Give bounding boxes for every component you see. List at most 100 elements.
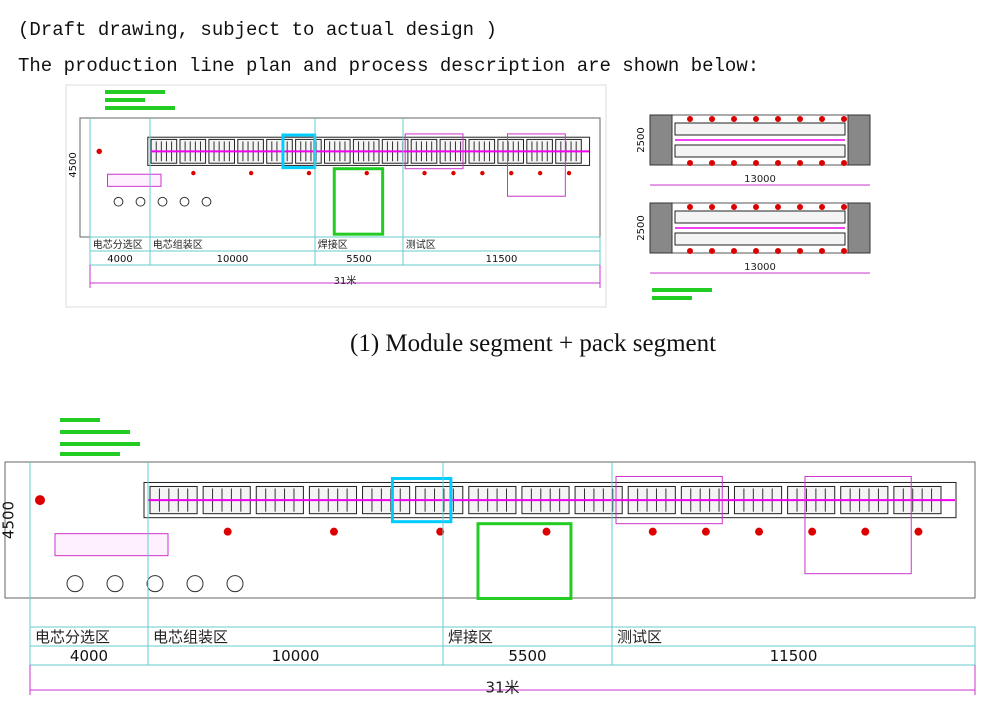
robot bbox=[201, 196, 212, 207]
marker bbox=[709, 116, 715, 122]
marker bbox=[191, 170, 196, 176]
pack-conveyor bbox=[674, 144, 846, 158]
conveyor bbox=[143, 481, 957, 519]
robot bbox=[157, 196, 168, 207]
marker bbox=[775, 116, 781, 122]
pack-height: 2500 bbox=[636, 127, 647, 152]
zone-length: 11500 bbox=[486, 254, 518, 265]
marker bbox=[687, 116, 693, 122]
draft-note: (Draft drawing, subject to actual design… bbox=[18, 19, 497, 41]
zone-label: 焊接区 bbox=[318, 238, 348, 251]
note-block bbox=[60, 418, 100, 422]
pack-conveyor bbox=[674, 210, 846, 224]
note-block bbox=[652, 288, 712, 292]
marker bbox=[753, 248, 759, 254]
total-length: 31米 bbox=[485, 679, 519, 697]
marker bbox=[537, 170, 543, 176]
drawing-frame bbox=[65, 84, 607, 308]
pack-length: 13000 bbox=[744, 174, 776, 185]
marker bbox=[808, 527, 817, 536]
pack-endcap bbox=[847, 114, 871, 166]
pack-conveyor bbox=[674, 232, 846, 246]
marker bbox=[775, 248, 781, 254]
note-block bbox=[105, 98, 145, 102]
marker bbox=[753, 160, 759, 166]
marker bbox=[566, 170, 572, 176]
marker bbox=[819, 116, 825, 122]
marker bbox=[422, 170, 427, 176]
marker bbox=[797, 248, 803, 254]
note-block bbox=[60, 452, 120, 456]
zone-label: 焊接区 bbox=[448, 628, 493, 646]
marker bbox=[306, 170, 312, 176]
marker bbox=[731, 160, 737, 166]
marker bbox=[35, 495, 45, 506]
marker bbox=[775, 160, 781, 166]
marker bbox=[451, 170, 456, 176]
robot bbox=[106, 575, 124, 593]
marker bbox=[819, 248, 825, 254]
intro-text: The production line plan and process des… bbox=[18, 55, 760, 77]
marker bbox=[648, 527, 657, 536]
zone-label: 测试区 bbox=[406, 238, 436, 251]
marker bbox=[753, 204, 759, 210]
marker bbox=[731, 116, 737, 122]
marker bbox=[775, 204, 781, 210]
marker bbox=[480, 170, 485, 176]
marker bbox=[687, 204, 693, 210]
marker bbox=[731, 248, 737, 254]
test-frame bbox=[804, 475, 912, 575]
marker bbox=[755, 527, 764, 536]
marker bbox=[819, 160, 825, 166]
zone-length: 10000 bbox=[217, 254, 249, 265]
test-frame bbox=[507, 133, 566, 197]
zone-length: 11500 bbox=[770, 647, 818, 665]
note-block bbox=[60, 430, 130, 434]
test-frame bbox=[615, 475, 723, 525]
marker bbox=[797, 116, 803, 122]
marker bbox=[841, 248, 847, 254]
marker bbox=[731, 204, 737, 210]
note-block bbox=[105, 106, 175, 110]
zone-length: 10000 bbox=[272, 647, 320, 665]
zone-length: 4000 bbox=[70, 647, 108, 665]
sorting-table bbox=[54, 533, 169, 557]
marker bbox=[841, 116, 847, 122]
marker bbox=[364, 170, 369, 176]
marker bbox=[753, 116, 759, 122]
marker bbox=[248, 170, 254, 176]
marker bbox=[841, 160, 847, 166]
marker bbox=[709, 204, 715, 210]
pack-endcap bbox=[649, 114, 673, 166]
robot bbox=[226, 575, 244, 593]
zone-label: 电芯分选区 bbox=[35, 628, 110, 646]
zone-label: 电芯组装区 bbox=[153, 238, 203, 251]
marker bbox=[542, 527, 551, 536]
zone-length: 5500 bbox=[508, 647, 546, 665]
conveyor bbox=[147, 136, 591, 166]
zone-length: 5500 bbox=[346, 254, 371, 265]
marker bbox=[797, 204, 803, 210]
marker bbox=[329, 527, 338, 536]
height-label: 4500 bbox=[0, 501, 18, 539]
robot bbox=[113, 196, 124, 207]
note-block bbox=[60, 442, 140, 446]
marker bbox=[436, 527, 445, 536]
marker bbox=[223, 527, 232, 536]
marker bbox=[687, 248, 693, 254]
marker bbox=[797, 160, 803, 166]
pack-length: 13000 bbox=[744, 262, 776, 273]
zone-length: 4000 bbox=[107, 254, 132, 265]
marker bbox=[914, 527, 923, 536]
height-label: 4500 bbox=[68, 152, 79, 177]
marker bbox=[841, 204, 847, 210]
robot bbox=[146, 575, 164, 593]
pack-height: 2500 bbox=[636, 215, 647, 240]
test-frame bbox=[404, 133, 464, 170]
zone-label: 电芯分选区 bbox=[93, 238, 143, 251]
zone-label: 测试区 bbox=[617, 628, 662, 646]
note-block bbox=[105, 90, 165, 94]
caption: (1) Module segment + pack segment bbox=[350, 330, 717, 357]
robot bbox=[179, 196, 190, 207]
